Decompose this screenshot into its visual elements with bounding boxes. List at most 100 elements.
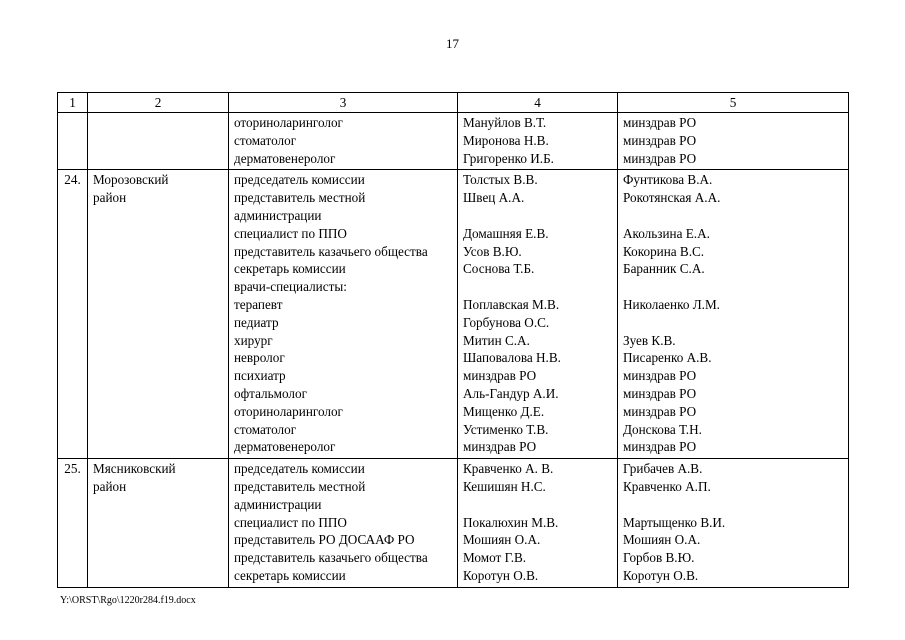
member-name-line: Кравченко А. В. <box>463 461 554 477</box>
commission-table: 1 2 3 4 5 оториноларинголог стоматолог дер… <box>57 92 849 588</box>
members-cell: Кравченко А. В. Кешишян Н.С. Покалюхин М.В… <box>457 458 618 588</box>
member-name-line: Горбунова О.С. <box>463 314 550 330</box>
member-name-line <box>458 278 617 296</box>
appointee-name-line: минздрав РО <box>623 150 697 166</box>
position-line: психиатр <box>234 368 286 384</box>
position-line: секретарь комиссии <box>234 567 346 583</box>
member-name-line: Момот Г.В. <box>463 550 527 566</box>
table-row: оториноларинголог стоматолог дерматовенеро… <box>57 111 849 171</box>
appointee-name-line: Донскова Т.Н. <box>623 421 702 437</box>
position-line: врачи-специалисты: <box>234 279 347 295</box>
position-line: оториноларинголог <box>234 403 343 419</box>
appointees-cell: минздрав РО минздрав РО минздрав РО <box>617 111 849 171</box>
position-line: терапевт <box>234 296 283 312</box>
appointee-name-line: минздрав РО <box>623 132 697 148</box>
member-name-line: Домашняя Е.В. <box>463 225 549 241</box>
appointee-name-line: минздрав РО <box>623 439 697 455</box>
member-name-line: Мищенко Д.Е. <box>463 403 545 419</box>
appointee-name-line: Николаенко Л.М. <box>623 296 720 312</box>
row-number <box>57 111 88 171</box>
member-name-line: Митин С.А. <box>463 332 530 348</box>
member-name-line: Кешишян Н.С. <box>463 478 546 494</box>
footer-file-path: Y:\ORST\Rgo\1220r284.f19.docx <box>60 595 196 606</box>
appointee-name-line <box>618 278 848 296</box>
member-name-line: Аль-Гандур А.И. <box>463 385 559 401</box>
member-name-line: минздрав РО <box>463 439 537 455</box>
appointees-cell: Фунтикова В.А. Рокотянская А.А. Акользина … <box>617 169 849 460</box>
table-row: 25. Мясниковский район председатель комисс… <box>57 458 849 588</box>
appointee-name-line: минздрав РО <box>623 368 697 384</box>
appointee-name-line: Кравченко А.П. <box>623 478 711 494</box>
column-header-5: 5 <box>617 92 849 113</box>
position-line: представитель местной <box>234 478 366 494</box>
position-line: невролог <box>234 350 285 366</box>
appointee-name-line: Баранник С.А. <box>623 261 705 277</box>
position-line: представитель РО ДОСААФ РО <box>234 532 415 548</box>
member-name-line <box>458 207 617 225</box>
member-name-line: Покалюхин М.В. <box>463 514 559 530</box>
appointee-name-line: Грибачев А.В. <box>623 461 703 477</box>
appointee-name-line: Рокотянская А.А. <box>623 190 721 206</box>
appointee-name-line <box>618 207 848 225</box>
position-line: председатель комиссии <box>234 461 365 477</box>
member-name-line: Миронова Н.В. <box>463 132 549 148</box>
position-line: представитель казачьего общества <box>234 550 428 566</box>
row-number: 24. <box>57 169 88 460</box>
position-line: представитель казачьего общества <box>234 243 428 259</box>
member-name-line: Толстых В.В. <box>463 172 538 188</box>
column-header-3: 3 <box>228 92 458 113</box>
position-line: хирург <box>234 332 273 348</box>
appointee-name-line: минздрав РО <box>623 385 697 401</box>
position-line: педиатр <box>234 314 279 330</box>
district-name <box>87 111 229 171</box>
appointee-name-line: минздрав РО <box>623 403 697 419</box>
position-line: специалист по ППО <box>234 225 347 241</box>
column-header-2: 2 <box>87 92 229 113</box>
appointee-name-line: Зуев К.В. <box>623 332 676 348</box>
position-line: оториноларинголог <box>234 115 343 130</box>
position-line: секретарь комиссии <box>234 261 346 277</box>
appointee-name-line: Акользина Е.А. <box>623 225 710 241</box>
member-name-line <box>458 496 617 514</box>
member-name-line: Соснова Т.Б. <box>463 261 535 277</box>
member-name-line: Усов В.Ю. <box>463 243 522 259</box>
table-header-row: 1 2 3 4 5 <box>57 92 849 113</box>
positions-cell: председатель комиссии представитель местн… <box>228 458 458 588</box>
district-name: Морозовский район <box>87 169 229 460</box>
position-line: председатель комиссии <box>234 172 365 188</box>
member-name-line: Поплавская М.В. <box>463 296 560 312</box>
member-name-line: Мошиян О.А. <box>463 532 541 548</box>
position-line: дерматовенеролог <box>234 439 336 455</box>
position-line: стоматолог <box>234 132 297 148</box>
members-cell: Толстых В.В. Швец А.А. Домашняя Е.В. Усов В… <box>457 169 618 460</box>
position-line: администрации <box>234 496 322 512</box>
appointees-cell: Грибачев А.В. Кравченко А.П. Мартыщенко В.… <box>617 458 849 588</box>
appointee-name-line: Горбов В.Ю. <box>623 550 695 566</box>
member-name-line: Устименко Т.В. <box>463 421 549 437</box>
position-line: представитель местной <box>234 190 366 206</box>
appointee-name-line: Мошиян О.А. <box>623 532 701 548</box>
positions-cell: председатель комиссии представитель местн… <box>228 169 458 460</box>
appointee-name-line: Мартыщенко В.И. <box>623 514 726 530</box>
column-header-4: 4 <box>457 92 618 113</box>
members-cell: Мануйлов В.Т. Миронова Н.В. Григоренко И.Б… <box>457 111 618 171</box>
appointee-name-line <box>618 314 848 332</box>
table-row: 24. Морозовский район председатель комисси… <box>57 169 849 460</box>
member-name-line: Швец А.А. <box>463 190 525 206</box>
position-line: специалист по ППО <box>234 514 347 530</box>
page-number: 17 <box>446 36 459 51</box>
position-line: дерматовенеролог <box>234 150 336 166</box>
position-line: стоматолог <box>234 421 297 437</box>
appointee-name-line: Писаренко А.В. <box>623 350 712 366</box>
position-line: администрации <box>234 207 322 223</box>
member-name-line: Коротун О.В. <box>463 567 539 583</box>
member-name-line: Григоренко И.Б. <box>463 150 554 166</box>
appointee-name-line: минздрав РО <box>623 115 697 130</box>
appointee-name-line <box>618 496 848 514</box>
member-name-line: Мануйлов В.Т. <box>463 115 547 130</box>
positions-cell: оториноларинголог стоматолог дерматовенеро… <box>228 111 458 171</box>
member-name-line: Шаповалова Н.В. <box>463 350 561 366</box>
district-name: Мясниковский район <box>87 458 229 588</box>
appointee-name-line: Фунтикова В.А. <box>623 172 713 188</box>
